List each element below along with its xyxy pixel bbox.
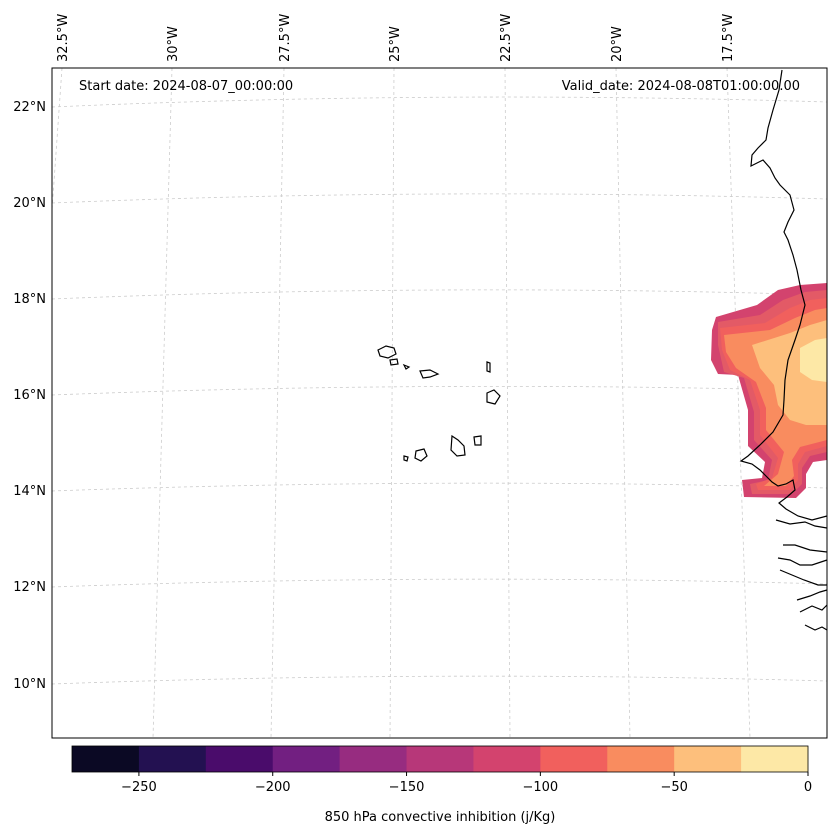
map-frame: [51, 67, 828, 739]
latitude-gridlines: [51, 96, 828, 685]
coast-segment-guinea-3: [804, 624, 828, 631]
colorbar-swatch: [339, 746, 408, 772]
colorbar-tick-label: −50: [660, 780, 687, 795]
colorbar-swatch: [674, 746, 742, 772]
longitude-labels: 32.5°W 30°W 27.5°W 25°W 22.5°W 20°W 17.5…: [56, 14, 736, 62]
colorbar-ticks: −250 −200 −150 −100 −50 0: [121, 772, 812, 795]
colorbar-swatch: [406, 746, 474, 772]
start-date-label: Start date: 2024-08-07_00:00:00: [79, 79, 293, 94]
colorbar-swatch: [607, 746, 675, 772]
colorbar-swatch: [272, 746, 341, 772]
island-brava: [403, 455, 409, 462]
lon-label-17-5: 17.5°W: [721, 14, 736, 62]
gridline-lat-20: [51, 193, 828, 204]
island-santa-luzia: [402, 363, 411, 370]
gridline-lon-20: [615, 67, 631, 739]
island-sao-vicente: [389, 358, 399, 366]
gridline-lon-30: [152, 67, 173, 739]
lat-label-18: 18°N: [13, 292, 46, 307]
map-panel: [52, 68, 827, 738]
colorbar-swatch: [473, 746, 541, 772]
latitude-labels: 22°N 20°N 18°N 16°N 14°N 12°N 10°N: [13, 100, 46, 692]
gridline-lon-17-5: [726, 67, 751, 739]
valid-date-label: Valid_date: 2024-08-08T01:00:00.00: [562, 79, 800, 94]
colorbar-tick-label: −100: [523, 780, 559, 795]
lat-label-22: 22°N: [13, 100, 46, 115]
colorbar-tick-label: −200: [255, 780, 291, 795]
coast-segment-guinea-bissau-2: [777, 557, 828, 566]
coast-segment-guinea-bissau-1: [783, 544, 828, 553]
coastlines: [739, 69, 828, 631]
colorbar-swatch: [540, 746, 608, 772]
lat-label-12: 12°N: [13, 580, 46, 595]
lon-label-30: 30°W: [166, 26, 181, 62]
island-fogo: [414, 448, 428, 462]
lat-label-20: 20°N: [13, 196, 46, 211]
island-sal: [486, 361, 491, 373]
coast-segment-guinea-2: [799, 604, 828, 613]
coast-segment-guinea: [796, 589, 828, 601]
island-santiago: [450, 434, 466, 457]
colorbar-swatch: [205, 746, 274, 772]
lon-label-22-5: 22.5°W: [499, 14, 514, 62]
colorbar-tick-label: −250: [121, 780, 157, 795]
island-santo-antao: [377, 345, 397, 359]
colorbar: −250 −200 −150 −100 −50 0 850 hPa convective …: [71, 745, 812, 825]
gridline-lon-25: [389, 67, 395, 739]
lat-label-10: 10°N: [13, 677, 46, 692]
colorbar-frame: [71, 745, 809, 773]
west-africa-coastline: [739, 69, 828, 521]
gridline-lat-10: [51, 675, 828, 685]
cin-contour-field: [711, 283, 827, 498]
gridline-lon-27-5: [270, 67, 285, 739]
colorbar-swatch: [72, 746, 140, 772]
longitude-gridlines: [51, 67, 751, 739]
lon-label-20: 20°W: [610, 26, 625, 62]
lat-label-14: 14°N: [13, 484, 46, 499]
coast-segment-guinea-bissau-3: [779, 569, 827, 586]
coast-segment-senegal-river: [775, 519, 828, 529]
lon-label-25: 25°W: [388, 26, 403, 62]
gridline-lat-22: [51, 96, 828, 108]
island-sao-nicolau: [419, 369, 440, 379]
colorbar-title: 850 hPa convective inhibition (j/Kg): [325, 810, 556, 825]
cin-contour-level-350: [800, 338, 827, 382]
lat-label-16: 16°N: [13, 388, 46, 403]
colorbar-swatch: [741, 746, 809, 772]
island-boa-vista: [486, 389, 501, 405]
gridline-lat-14: [51, 482, 828, 492]
colorbar-swatch: [138, 746, 207, 772]
colorbar-swatches: [72, 746, 809, 772]
colorbar-tick-label: −150: [389, 780, 425, 795]
gridline-lat-12: [51, 578, 828, 588]
gridline-lon-22-5: [504, 67, 511, 739]
lon-label-32-5: 32.5°W: [56, 14, 71, 62]
gridline-lat-18: [51, 289, 828, 300]
island-maio: [473, 435, 482, 446]
lon-label-27-5: 27.5°W: [278, 14, 293, 62]
gridline-lat-16: [51, 385, 828, 396]
colorbar-tick-label: 0: [804, 780, 812, 795]
cape-verde-islands: [377, 345, 501, 462]
